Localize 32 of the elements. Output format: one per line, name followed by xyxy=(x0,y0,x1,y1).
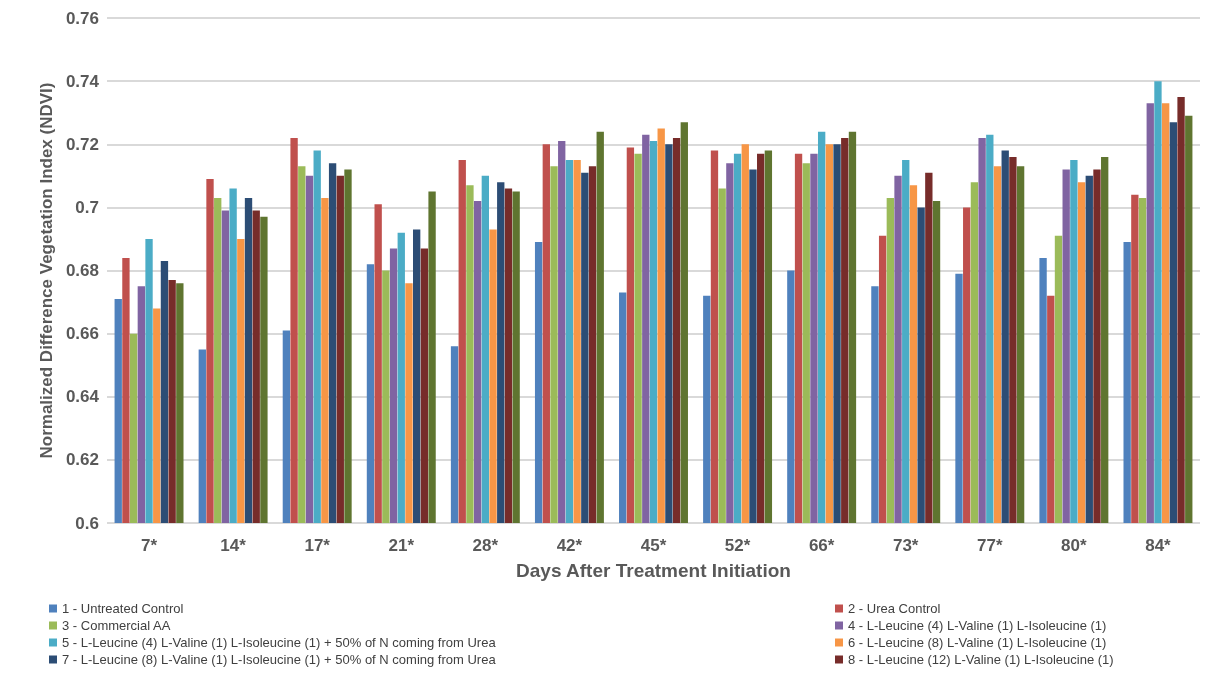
y-axis-title: Normalized Difference Vegetation Index (NDVI) xyxy=(37,82,57,459)
y-tick-label: 0.7 xyxy=(75,197,99,217)
legend-label: 6 - L-Leucine (8) L-Valine (1) L-Isoleucine (1) xyxy=(848,635,1107,650)
y-tick-label: 0.66 xyxy=(65,324,99,344)
legend-label: 7 - L-Leucine (8) L-Valine (1) L-Isoleucine (1) + 50% of N coming from Urea xyxy=(62,652,497,667)
x-tick-label: 77* xyxy=(977,536,1003,555)
x-tick-label: 17* xyxy=(304,536,331,555)
y-tick-label: 0.74 xyxy=(65,71,100,91)
x-tick-label: 84* xyxy=(1145,536,1172,555)
y-tick-label: 0.64 xyxy=(65,387,100,407)
y-tick-label: 0.6 xyxy=(75,513,99,533)
y-tick-label: 0.68 xyxy=(65,261,99,280)
x-tick-label: 21* xyxy=(388,536,415,555)
x-tick-label: 14* xyxy=(220,536,247,555)
legend-label: 1 - Untreated Control xyxy=(62,601,184,616)
legend-label: 5 - L-Leucine (4) L-Valine (1) L-Isoleucine (1) + 50% of N coming from Urea xyxy=(62,635,497,650)
legend-label: 2 - Urea Control xyxy=(848,601,941,616)
x-tick-label: 7* xyxy=(141,536,158,555)
y-tick-label: 0.72 xyxy=(65,134,99,154)
x-tick-label: 45* xyxy=(640,536,667,555)
y-tick-label: 0.76 xyxy=(65,8,99,28)
x-tick-label: 73* xyxy=(892,536,919,555)
y-tick-label: 0.62 xyxy=(65,450,99,470)
x-axis-title: Days After Treatment Initiation xyxy=(516,560,791,581)
x-tick-label: 66* xyxy=(808,536,835,555)
x-tick-label: 42* xyxy=(556,536,583,555)
x-tick-label: 80* xyxy=(1061,536,1088,555)
x-tick-label: 52* xyxy=(724,536,751,555)
x-tick-label: 28* xyxy=(472,536,499,555)
legend-label: 3 - Commercial AA xyxy=(62,618,171,633)
legend-label: 4 - L-Leucine (4) L-Valine (1) L-Isoleucine (1) xyxy=(848,618,1107,633)
legend-label: 8 - L-Leucine (12) L-Valine (1) L-Isoleucine (1) xyxy=(848,652,1114,667)
